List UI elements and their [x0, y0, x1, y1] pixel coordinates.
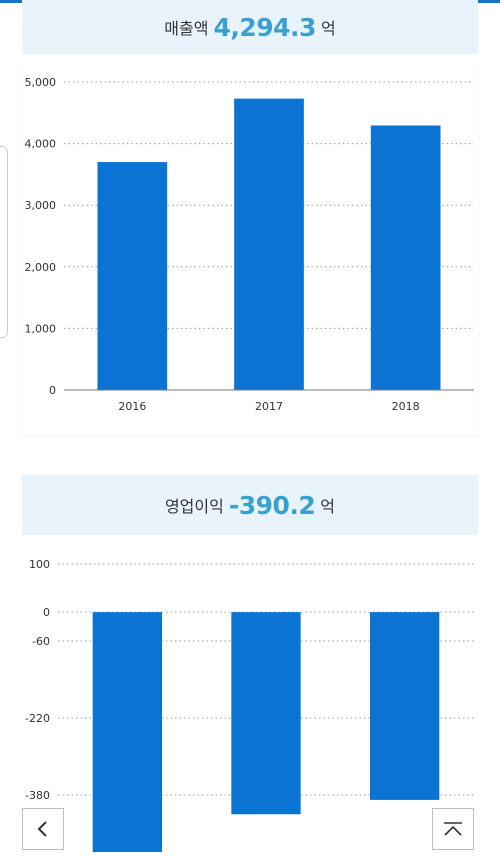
operating-income-label: 영업이익	[164, 497, 224, 516]
operating-income-ytick-label: 100	[29, 558, 50, 571]
operating-income-chart-svg: 100 0 -60 -220 -380	[25, 558, 474, 856]
operating-income-bar	[231, 612, 301, 815]
revenue-header: 매출액 4,294.3 억	[22, 0, 478, 54]
back-button[interactable]	[22, 808, 64, 850]
operating-income-chart: 100 0 -60 -220 -380	[22, 543, 478, 856]
revenue-ytick-label: 5,000	[25, 76, 57, 89]
revenue-xtick-label: 2016	[118, 400, 146, 413]
side-drawer-handle[interactable]	[0, 146, 8, 338]
operating-income-ytick-label: -220	[25, 712, 50, 725]
revenue-bar	[97, 162, 168, 390]
operating-income-ytick-label: -380	[25, 789, 50, 802]
revenue-ytick-label: 4,000	[25, 138, 57, 151]
operating-income-ytick-label: -60	[32, 635, 50, 648]
operating-income-bar	[92, 612, 162, 856]
revenue-label: 매출액	[164, 19, 209, 38]
chevron-left-icon	[37, 821, 47, 837]
revenue-xtick-label: 2017	[255, 400, 283, 413]
revenue-chart-svg: 0 1,000 2,000 3,000 4,000 5,000 2016 2017 2018	[25, 76, 474, 413]
operating-income-unit: 억	[320, 497, 336, 516]
revenue-chart: 0 1,000 2,000 3,000 4,000 5,000 2016 2017 2018	[22, 62, 478, 435]
chevron-up-icon	[444, 822, 462, 836]
scroll-top-button[interactable]	[432, 808, 474, 850]
revenue-value: 4,294.3	[213, 12, 316, 42]
operating-income-value: -390.2	[228, 490, 316, 520]
revenue-ytick-label: 2,000	[25, 261, 57, 274]
revenue-bar	[370, 125, 441, 390]
revenue-xtick-label: 2018	[392, 400, 420, 413]
revenue-ytick-label: 1,000	[25, 322, 57, 335]
revenue-unit: 억	[320, 19, 336, 38]
revenue-ytick-label: 0	[49, 384, 56, 397]
operating-income-header: 영업이익 -390.2 억	[22, 475, 478, 535]
revenue-ytick-label: 3,000	[25, 199, 57, 212]
operating-income-bar	[370, 612, 440, 800]
operating-income-ytick-label: 0	[43, 606, 50, 619]
revenue-bar	[234, 98, 304, 390]
